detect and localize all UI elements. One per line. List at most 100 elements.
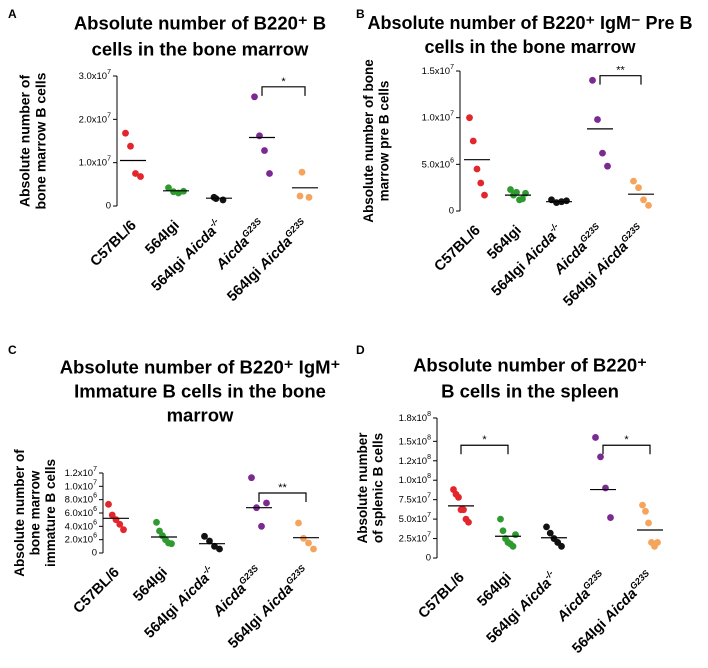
- data-point: [469, 137, 477, 145]
- y-axis-label-line: marrow pre B cells: [376, 81, 391, 202]
- y-tick-label: 2.0x107: [79, 112, 112, 125]
- data-point: [599, 149, 606, 157]
- data-point: [455, 493, 462, 501]
- data-point: [645, 519, 652, 527]
- y-tick-label: 1.2x107: [65, 466, 98, 479]
- panel-letter: A: [8, 7, 17, 21]
- y-axis-label-line: bone marrow: [28, 470, 43, 555]
- x-tick-label: 564Igi Aicda-/-: [147, 216, 226, 295]
- significance-bracket: [258, 492, 307, 502]
- data-point: [263, 499, 270, 507]
- chart-title-line: marrow: [167, 405, 234, 426]
- data-point: [473, 165, 481, 173]
- significance-label: *: [482, 434, 487, 446]
- x-tick-label: C57BL/6: [431, 223, 483, 275]
- y-tick-label: 1.5x108: [399, 434, 432, 447]
- data-point: [512, 531, 519, 539]
- panel-letter: B: [356, 7, 365, 21]
- y-tick-label: 0: [106, 201, 111, 212]
- y-tick-label: 6.0x106: [65, 506, 98, 519]
- chart-title-line: Absolute number of B220⁺ IgM⁺: [60, 357, 341, 378]
- y-tick-label: 0: [426, 553, 431, 564]
- x-tick-label: 564Igi AicdaG23S: [568, 568, 657, 657]
- data-point: [310, 545, 317, 553]
- data-point: [216, 545, 223, 553]
- y-axis-label-line: Absolute number of: [12, 449, 27, 577]
- data-point: [519, 195, 526, 203]
- x-tick-label: 564Igi: [484, 223, 524, 263]
- data-point: [630, 177, 637, 185]
- data-point: [153, 518, 160, 526]
- data-point: [296, 192, 304, 200]
- data-point: [305, 193, 313, 201]
- x-tick-label: C57BL/6: [87, 218, 139, 270]
- data-point: [465, 518, 472, 526]
- data-point: [607, 514, 614, 521]
- data-point: [507, 186, 514, 193]
- data-point: [248, 474, 255, 482]
- data-point: [592, 434, 599, 441]
- data-point: [546, 529, 554, 537]
- y-tick-label: 5.0x107: [399, 512, 432, 525]
- x-tick-label: 564Igi Aicda-/-: [487, 221, 566, 300]
- y-tick-label: 8.0x106: [65, 493, 98, 506]
- significance-label: *: [281, 76, 286, 88]
- y-tick-label: 0: [449, 206, 454, 217]
- y-tick-label: 1.5x107: [422, 64, 455, 77]
- chart-title-line: Immature B cells in the bone: [74, 381, 326, 402]
- data-point: [640, 196, 647, 204]
- data-point: [300, 534, 307, 542]
- significance-bracket: [602, 444, 651, 455]
- y-axis-label-line: of splenic B cells: [370, 433, 385, 543]
- panel-letter: C: [8, 343, 17, 357]
- data-point: [558, 542, 565, 550]
- y-tick-label: 5.0x106: [422, 157, 455, 170]
- data-point: [639, 501, 646, 509]
- y-axis-label-line: Absolute number: [355, 432, 370, 544]
- chart-title-line: Absolute number of B220⁺ IgM⁻ Pre B: [367, 13, 692, 33]
- y-tick-label: 1.0x107: [79, 156, 112, 169]
- data-point: [466, 114, 473, 122]
- data-point: [295, 519, 302, 527]
- data-point: [497, 515, 504, 523]
- data-point: [460, 506, 467, 514]
- data-point: [219, 196, 227, 204]
- data-point: [266, 170, 273, 177]
- data-point: [597, 453, 604, 461]
- y-tick-label: 2.0x106: [65, 533, 98, 546]
- data-point: [477, 179, 485, 187]
- y-tick-label: 1.0x108: [399, 473, 432, 486]
- data-point: [206, 537, 213, 545]
- data-point: [563, 197, 570, 205]
- y-axis-label-line: Absolute number of bone: [361, 59, 376, 223]
- significance-label: **: [616, 65, 625, 77]
- data-point: [201, 532, 208, 540]
- chart-title-line: cells in the bone marrow: [92, 39, 310, 60]
- data-point: [256, 132, 263, 140]
- x-tick-label: C57BL/6: [415, 570, 467, 622]
- y-axis-label-line: Absolute number of: [17, 75, 33, 208]
- data-point: [602, 484, 609, 492]
- x-tick-label: 564Igi AicdaG23S: [224, 563, 313, 652]
- significance-bracket: [460, 444, 509, 455]
- x-tick-label: C57BL/6: [70, 565, 122, 617]
- panel-letter: D: [356, 343, 365, 357]
- data-point: [127, 142, 134, 150]
- data-point: [168, 540, 175, 548]
- y-tick-label: 4.0x106: [65, 519, 98, 532]
- data-point: [211, 542, 218, 550]
- data-point: [543, 523, 550, 531]
- panel-A: A Absolute number of B220⁺ B cells in the …: [8, 7, 326, 305]
- data-point: [108, 511, 116, 519]
- data-point: [298, 168, 306, 176]
- significance-bracket: [599, 75, 642, 85]
- data-point: [137, 173, 144, 180]
- data-point: [604, 162, 611, 170]
- data-point: [132, 170, 139, 177]
- data-point: [305, 539, 312, 547]
- data-point: [251, 93, 258, 101]
- data-point: [120, 526, 127, 534]
- data-point: [642, 507, 649, 515]
- panel-B: B Absolute number of B220⁺ IgM⁻ Pre B cell…: [356, 7, 693, 310]
- data-point: [635, 184, 642, 192]
